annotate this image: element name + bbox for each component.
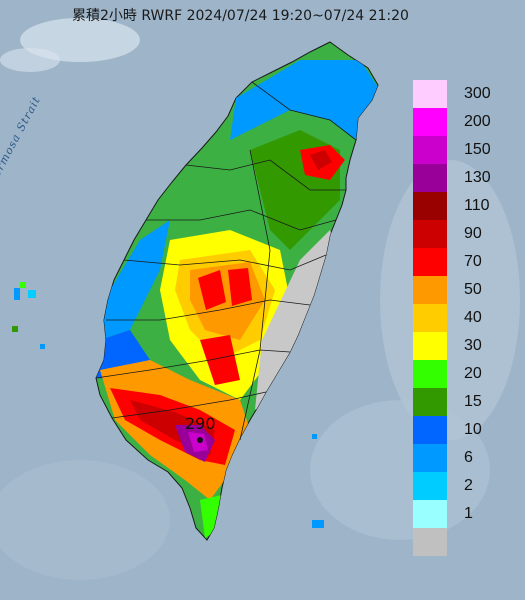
rain-zone-central-core bbox=[200, 335, 240, 385]
peak-marker bbox=[197, 437, 203, 443]
boundary-line bbox=[95, 349, 291, 379]
offshore-echo bbox=[28, 290, 36, 298]
legend-row: 6 bbox=[413, 444, 523, 472]
legend-swatch bbox=[413, 164, 447, 192]
legend-row: 30 bbox=[413, 332, 523, 360]
legend-swatch bbox=[413, 472, 447, 500]
legend-swatch bbox=[413, 388, 447, 416]
legend-label: 50 bbox=[464, 281, 482, 298]
cloud-patch bbox=[20, 18, 140, 62]
legend-swatch bbox=[413, 500, 447, 528]
boundary-line bbox=[185, 159, 346, 191]
legend-row: 15 bbox=[413, 388, 523, 416]
offshore-echo bbox=[12, 326, 18, 332]
legend-swatch bbox=[413, 332, 447, 360]
boundary-line bbox=[111, 391, 267, 419]
legend-label: 2 bbox=[464, 477, 473, 494]
legend-label: 6 bbox=[464, 449, 473, 466]
boundary-line bbox=[239, 149, 271, 441]
boundary-line bbox=[106, 299, 311, 321]
legend-row: 50 bbox=[413, 276, 523, 304]
rainfall-zones bbox=[96, 60, 378, 538]
legend-swatch bbox=[413, 80, 447, 108]
legend-swatch bbox=[413, 360, 447, 388]
legend-label: 200 bbox=[464, 113, 491, 130]
legend-label: 1 bbox=[464, 505, 473, 522]
legend-swatch bbox=[413, 276, 447, 304]
legend-row: 70 bbox=[413, 248, 523, 276]
legend-row: 150 bbox=[413, 136, 523, 164]
legend-label: 10 bbox=[464, 421, 482, 438]
offshore-echo bbox=[20, 282, 26, 288]
boundary-line bbox=[123, 254, 327, 271]
legend-row: 40 bbox=[413, 304, 523, 332]
offshore-echo bbox=[40, 344, 45, 349]
cloud-patch bbox=[0, 460, 170, 580]
legend-row bbox=[413, 528, 523, 556]
legend-row: 20 bbox=[413, 360, 523, 388]
legend-swatch bbox=[413, 108, 447, 136]
rain-zone-central-core bbox=[198, 270, 226, 310]
legend-swatch bbox=[413, 136, 447, 164]
county-boundaries bbox=[95, 81, 357, 441]
rain-zone-north bbox=[230, 60, 378, 140]
legend-swatch bbox=[413, 192, 447, 220]
legend-label: 30 bbox=[464, 337, 482, 354]
map-title: 累積2小時 RWRF 2024/07/24 19:20~07/24 21:20 bbox=[72, 8, 409, 24]
legend-swatch bbox=[413, 444, 447, 472]
legend-label: 15 bbox=[464, 393, 482, 410]
legend-row: 1 bbox=[413, 500, 523, 528]
legend-swatch bbox=[413, 416, 447, 444]
legend-label: 150 bbox=[464, 141, 491, 158]
legend-swatch bbox=[413, 220, 447, 248]
cloud-patch bbox=[0, 48, 60, 72]
legend-row: 10 bbox=[413, 416, 523, 444]
legend-label: 90 bbox=[464, 225, 482, 242]
legend-row: 130 bbox=[413, 164, 523, 192]
legend-label: 40 bbox=[464, 309, 482, 326]
offshore-echo bbox=[312, 520, 324, 528]
rain-zone-yilan-core bbox=[310, 150, 332, 170]
boundary-line bbox=[146, 209, 337, 231]
dry-zone-east bbox=[255, 230, 340, 410]
legend-row: 110 bbox=[413, 192, 523, 220]
legend-swatch bbox=[413, 248, 447, 276]
legend-row: 200 bbox=[413, 108, 523, 136]
peak-value-label: 290 bbox=[185, 414, 216, 433]
legend-row: 90 bbox=[413, 220, 523, 248]
legend-swatch bbox=[413, 304, 447, 332]
rain-zone-central-core bbox=[228, 268, 252, 306]
rain-zone-west-coast bbox=[100, 220, 170, 340]
legend-label: 130 bbox=[464, 169, 491, 186]
offshore-echo bbox=[312, 434, 317, 439]
legend-label: 110 bbox=[464, 197, 490, 214]
legend-swatch bbox=[413, 528, 447, 556]
boundary-line bbox=[251, 81, 357, 141]
legend-label: 70 bbox=[464, 253, 482, 270]
legend-row: 300 bbox=[413, 80, 523, 108]
legend-label: 20 bbox=[464, 365, 482, 382]
offshore-echo bbox=[14, 288, 20, 300]
legend-label: 300 bbox=[464, 85, 491, 102]
legend-row: 2 bbox=[413, 472, 523, 500]
